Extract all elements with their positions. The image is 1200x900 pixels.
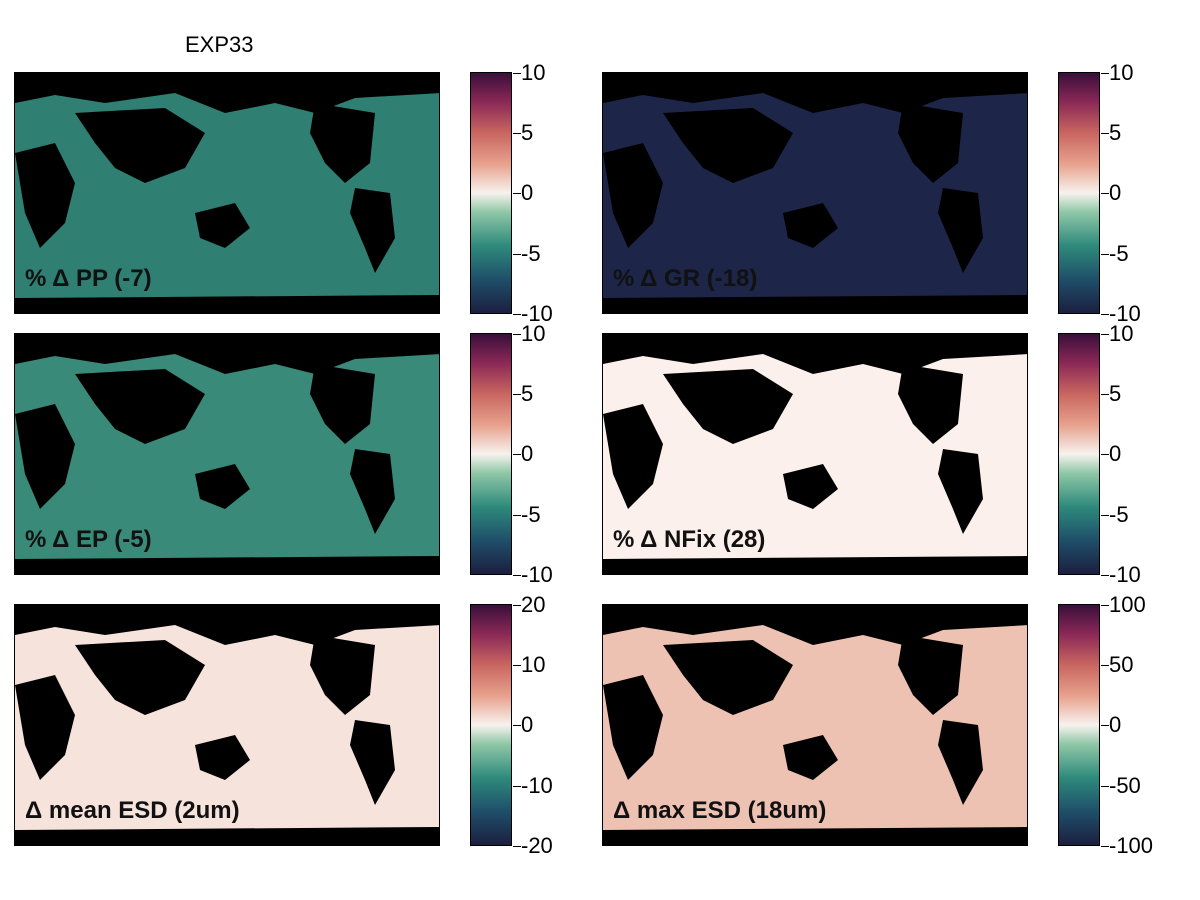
colorbar-tick-label: -5: [1109, 241, 1129, 266]
map-panel-max-esd: Δ max ESD (18um): [602, 604, 1028, 846]
colorbar-tick-label: -100: [1109, 833, 1154, 858]
map-panel-gr: % Δ GR (-18): [602, 72, 1028, 314]
panel-label: % Δ GR (-18): [613, 265, 758, 292]
colorbar-tick-label: 5: [521, 120, 534, 145]
map-panel-ep: % Δ EP (-5): [14, 333, 440, 575]
world-map: [603, 334, 1027, 574]
colorbar-tick-label: 100: [1109, 592, 1146, 617]
colorbar-tick-label: 0: [1109, 712, 1122, 737]
colorbar-tick-label: -20: [521, 833, 553, 858]
panel-label: % Δ EP (-5): [25, 526, 152, 553]
colorbar-tick-label: 50: [1109, 652, 1134, 677]
colorbar-tick-label: -10: [1109, 301, 1141, 326]
panel-label: Δ mean ESD (2um): [25, 797, 240, 824]
colorbar-ep: 10 5 0 -5 -10: [470, 321, 553, 587]
panel-label: Δ max ESD (18um): [613, 797, 827, 824]
colorbar-tick-label: 10: [521, 60, 546, 85]
map-panel-nfix: % Δ NFix (28): [602, 333, 1028, 575]
colorbar-tick-label: 10: [1109, 60, 1134, 85]
colorbar-gr: 10 5 0 -5 -10: [1058, 60, 1141, 326]
colorbar-tick-label: 10: [1109, 321, 1134, 346]
colorbar-tick-label: 0: [521, 180, 534, 205]
world-map: [15, 334, 439, 574]
colorbar-tick-label: -5: [521, 241, 541, 266]
colorbar-pp: 10 5 0 -5 -10: [470, 60, 553, 326]
colorbar-tick-label: -5: [1109, 502, 1129, 527]
colorbar-tick-label: -5: [521, 502, 541, 527]
colorbar-nfix: 10 5 0 -5 -10: [1058, 321, 1141, 587]
colorbar-tick-label: 10: [521, 321, 546, 346]
colorbar-tick-label: -50: [1109, 773, 1141, 798]
colorbar-tick-label: -10: [521, 301, 553, 326]
colorbar-tick-label: 0: [1109, 180, 1122, 205]
world-map: [603, 73, 1027, 313]
colorbar-mean-esd: 20 10 0 -10 -20: [470, 592, 553, 858]
colorbar-tick-label: -10: [521, 562, 553, 587]
world-map: [15, 73, 439, 313]
colorbar-tick-label: -10: [1109, 562, 1141, 587]
colorbar-tick-label: 0: [521, 712, 534, 737]
map-panel-pp: % Δ PP (-7): [14, 72, 440, 314]
colorbar-tick-label: 5: [521, 381, 534, 406]
map-panel-mean-esd: Δ mean ESD (2um): [14, 604, 440, 846]
colorbar-tick-label: 10: [521, 652, 546, 677]
colorbar-tick-label: 0: [1109, 441, 1122, 466]
colorbar-tick-label: 20: [521, 592, 546, 617]
colorbar-max-esd: 100 50 0 -50 -100: [1058, 592, 1153, 858]
colorbar-tick-label: -10: [521, 773, 553, 798]
colorbar-tick-label: 0: [521, 441, 534, 466]
figure-title: EXP33: [185, 32, 254, 57]
panel-label: % Δ NFix (28): [613, 526, 766, 553]
world-map: [603, 605, 1027, 845]
panel-label: % Δ PP (-7): [25, 265, 152, 292]
colorbar-tick-label: 5: [1109, 120, 1122, 145]
world-map: [15, 605, 439, 845]
colorbar-tick-label: 5: [1109, 381, 1122, 406]
